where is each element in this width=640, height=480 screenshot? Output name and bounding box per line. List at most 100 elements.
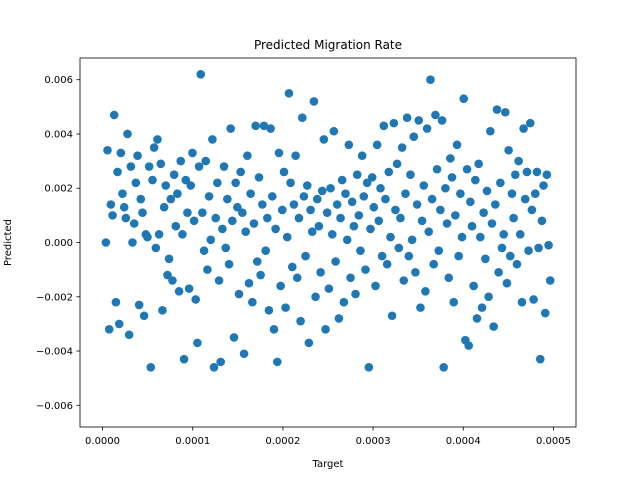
data-point <box>352 170 362 179</box>
data-point <box>537 216 547 226</box>
data-point <box>509 213 518 223</box>
data-point <box>497 243 507 253</box>
data-point <box>201 156 211 166</box>
y-tick-label: 0.004 <box>44 129 73 140</box>
y-tick-label: −0.004 <box>36 347 73 358</box>
data-point <box>164 254 174 264</box>
data-point <box>407 235 417 245</box>
data-point <box>322 208 332 217</box>
data-point <box>158 306 167 315</box>
data-point <box>118 189 127 198</box>
data-point <box>432 164 442 174</box>
data-point <box>186 181 196 190</box>
data-point <box>501 107 510 117</box>
data-point <box>163 270 172 280</box>
data-point <box>362 178 372 188</box>
data-point <box>382 259 392 269</box>
data-point <box>106 200 116 209</box>
data-point <box>169 170 179 179</box>
data-point <box>116 148 126 158</box>
data-point <box>359 192 369 201</box>
data-point <box>233 202 242 212</box>
data-point <box>357 151 367 160</box>
data-point <box>377 251 387 261</box>
data-point <box>119 202 129 212</box>
data-point <box>221 243 231 253</box>
data-point <box>535 354 545 364</box>
data-point <box>298 113 307 122</box>
data-point <box>111 297 121 307</box>
data-point <box>264 306 274 315</box>
data-point <box>249 219 259 228</box>
data-point <box>144 162 154 171</box>
data-point <box>464 341 473 350</box>
data-point <box>389 118 399 128</box>
data-point <box>219 162 229 171</box>
data-point <box>525 118 535 128</box>
data-point <box>326 183 335 193</box>
data-point <box>194 162 204 171</box>
data-point <box>206 235 216 245</box>
y-tick-label: 0.002 <box>44 184 73 195</box>
data-point <box>104 325 114 334</box>
data-point <box>286 178 295 188</box>
data-point <box>291 151 300 160</box>
data-point <box>519 124 528 133</box>
data-point <box>198 208 207 217</box>
data-point <box>126 162 136 171</box>
data-point <box>391 205 400 215</box>
data-point <box>139 311 149 321</box>
data-point <box>228 216 237 226</box>
data-point <box>332 200 342 209</box>
data-point <box>416 303 425 312</box>
data-point <box>191 295 200 304</box>
data-point <box>184 284 194 293</box>
data-point <box>174 287 184 296</box>
data-point <box>396 213 405 223</box>
data-point <box>366 224 375 234</box>
data-point <box>446 154 455 163</box>
data-point <box>129 219 139 228</box>
data-point <box>276 281 285 291</box>
data-point <box>319 135 329 144</box>
data-point <box>241 227 250 236</box>
data-point <box>314 221 324 231</box>
data-point <box>179 354 189 364</box>
data-point <box>271 224 280 234</box>
data-point <box>143 232 152 242</box>
data-point <box>287 262 297 272</box>
data-point <box>173 189 182 198</box>
data-point <box>484 292 493 302</box>
data-point <box>419 181 429 190</box>
data-point <box>307 227 317 236</box>
data-point <box>156 159 166 169</box>
data-point <box>476 232 485 242</box>
data-point <box>397 143 407 152</box>
data-point <box>248 297 257 307</box>
data-point <box>394 243 404 253</box>
data-point <box>364 363 374 372</box>
data-point <box>429 259 438 269</box>
data-point <box>417 216 427 226</box>
chart-title: Predicted Migration Rate <box>254 38 402 52</box>
data-point <box>306 205 315 215</box>
data-point <box>472 314 482 323</box>
data-point <box>436 205 445 215</box>
data-point <box>171 221 181 231</box>
data-point <box>327 230 337 239</box>
data-point <box>128 238 137 247</box>
data-point <box>504 145 513 155</box>
x-tick-label: 0.0005 <box>536 436 571 447</box>
data-point <box>354 211 364 220</box>
data-point <box>439 363 449 372</box>
data-point <box>216 357 225 367</box>
data-point <box>136 194 146 204</box>
data-point <box>499 230 508 239</box>
data-point <box>505 251 515 261</box>
data-point <box>404 251 414 261</box>
data-point <box>421 287 430 296</box>
data-point <box>426 75 435 85</box>
data-point <box>252 257 262 266</box>
data-point <box>183 208 192 217</box>
